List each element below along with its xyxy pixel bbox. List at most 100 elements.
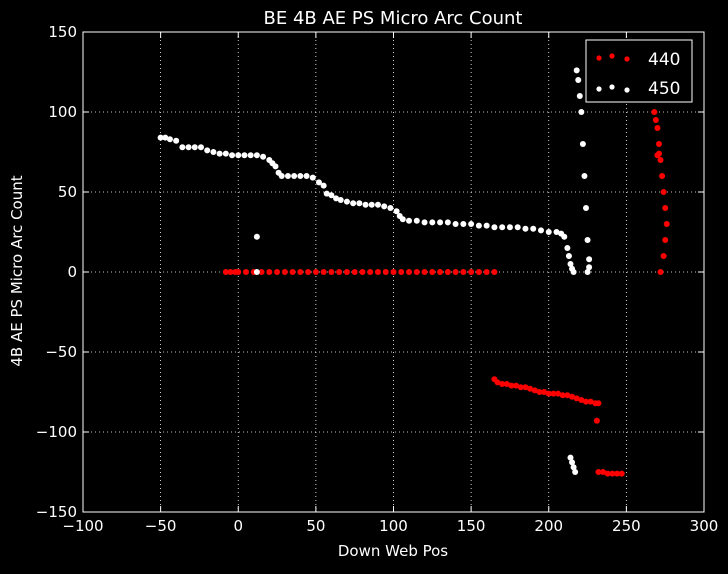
data-point-440 [243,269,250,275]
x-tick-label: −100 [62,517,103,535]
legend-label-440: 440 [648,50,680,70]
data-point-450 [570,464,577,471]
data-point-440 [531,387,538,394]
y-tick-label: −50 [45,343,77,361]
data-point-450 [429,219,436,226]
data-point-440 [483,269,490,275]
data-point-450 [522,225,529,232]
data-point-440 [654,152,661,159]
chart-title: BE 4B AE PS Micro Arc Count [264,8,523,29]
data-point-440 [595,400,602,407]
x-tick-label: 300 [690,517,719,535]
data-point-440 [336,269,343,275]
data-point-450 [303,173,310,179]
data-point-450 [491,224,498,231]
data-point-440 [651,109,658,115]
data-point-450 [468,221,475,227]
data-point-440 [382,269,389,275]
data-point-450 [564,245,571,251]
data-point-450 [572,469,579,475]
data-point-450 [197,144,204,151]
data-point-450 [586,264,593,271]
x-tick-label: −50 [145,517,177,535]
data-point-450 [576,93,583,99]
data-point-440 [222,269,229,275]
data-point-450 [173,137,180,144]
legend-label-450: 450 [648,79,680,99]
data-point-450 [584,237,591,243]
data-point-440 [266,269,273,275]
data-point-450 [460,221,467,227]
data-point-440 [660,253,667,259]
data-point-450 [253,152,260,159]
data-point-450 [575,77,582,83]
data-point-440 [274,269,281,275]
data-point-450 [185,144,192,151]
data-point-450 [284,173,291,179]
data-point-450 [421,219,428,226]
data-point-440 [583,398,590,405]
series-450 [157,67,593,475]
data-point-440 [281,269,288,275]
data-point-440 [460,269,467,275]
data-point-450 [350,200,357,207]
data-point-440 [452,269,459,275]
data-point-450 [506,224,513,231]
legend-marker-450 [596,86,602,92]
data-point-440 [390,269,397,275]
legend-marker-440 [609,53,615,59]
data-point-440 [536,389,543,395]
data-point-450 [406,217,413,224]
data-point-440 [573,395,580,402]
data-point-450 [567,261,574,267]
data-point-440 [659,173,666,179]
data-point-450 [567,454,574,461]
data-point-450 [337,197,344,203]
data-point-450 [514,224,521,231]
legend-marker-450 [609,84,615,90]
data-point-450 [320,182,327,189]
data-point-440 [351,269,358,275]
x-tick-label: 0 [233,517,243,535]
data-point-440 [587,398,594,405]
y-tick-label: 50 [58,183,77,201]
data-point-440 [235,269,242,275]
data-point-450 [291,173,298,179]
data-point-440 [494,379,501,386]
data-point-450 [368,201,375,208]
data-point-440 [491,269,498,275]
data-point-450 [309,174,316,181]
data-point-440 [320,269,327,275]
data-point-440 [652,117,659,123]
data-point-440 [258,269,265,275]
data-point-450 [393,208,400,215]
y-axis-label: 4B AE PS Micro Arc Count [8,175,26,366]
x-tick-label: 250 [612,517,641,535]
data-point-450 [204,147,211,154]
data-point-440 [328,269,335,275]
data-point-450 [573,67,580,74]
data-point-440 [595,469,602,475]
data-point-450 [545,229,552,235]
y-tick-label: 150 [48,23,77,41]
data-point-440 [604,470,611,477]
data-point-450 [328,192,335,199]
data-point-440 [406,269,413,275]
data-point-450 [356,200,363,207]
data-point-440 [541,389,548,395]
data-point-450 [315,179,322,186]
data-point-440 [499,381,506,387]
data-point-450 [561,233,568,240]
data-point-450 [278,173,285,179]
data-point-440 [527,385,534,392]
data-point-450 [565,253,572,259]
data-point-450 [586,256,593,263]
data-point-440 [374,269,381,275]
data-point-450 [297,173,304,179]
data-point-440 [513,382,520,389]
legend: 440 450 [585,39,693,103]
data-point-440 [614,470,621,477]
data-point-450 [387,205,394,211]
legend-entry-440: 440 [596,50,680,70]
legend-marker-450 [624,87,630,93]
